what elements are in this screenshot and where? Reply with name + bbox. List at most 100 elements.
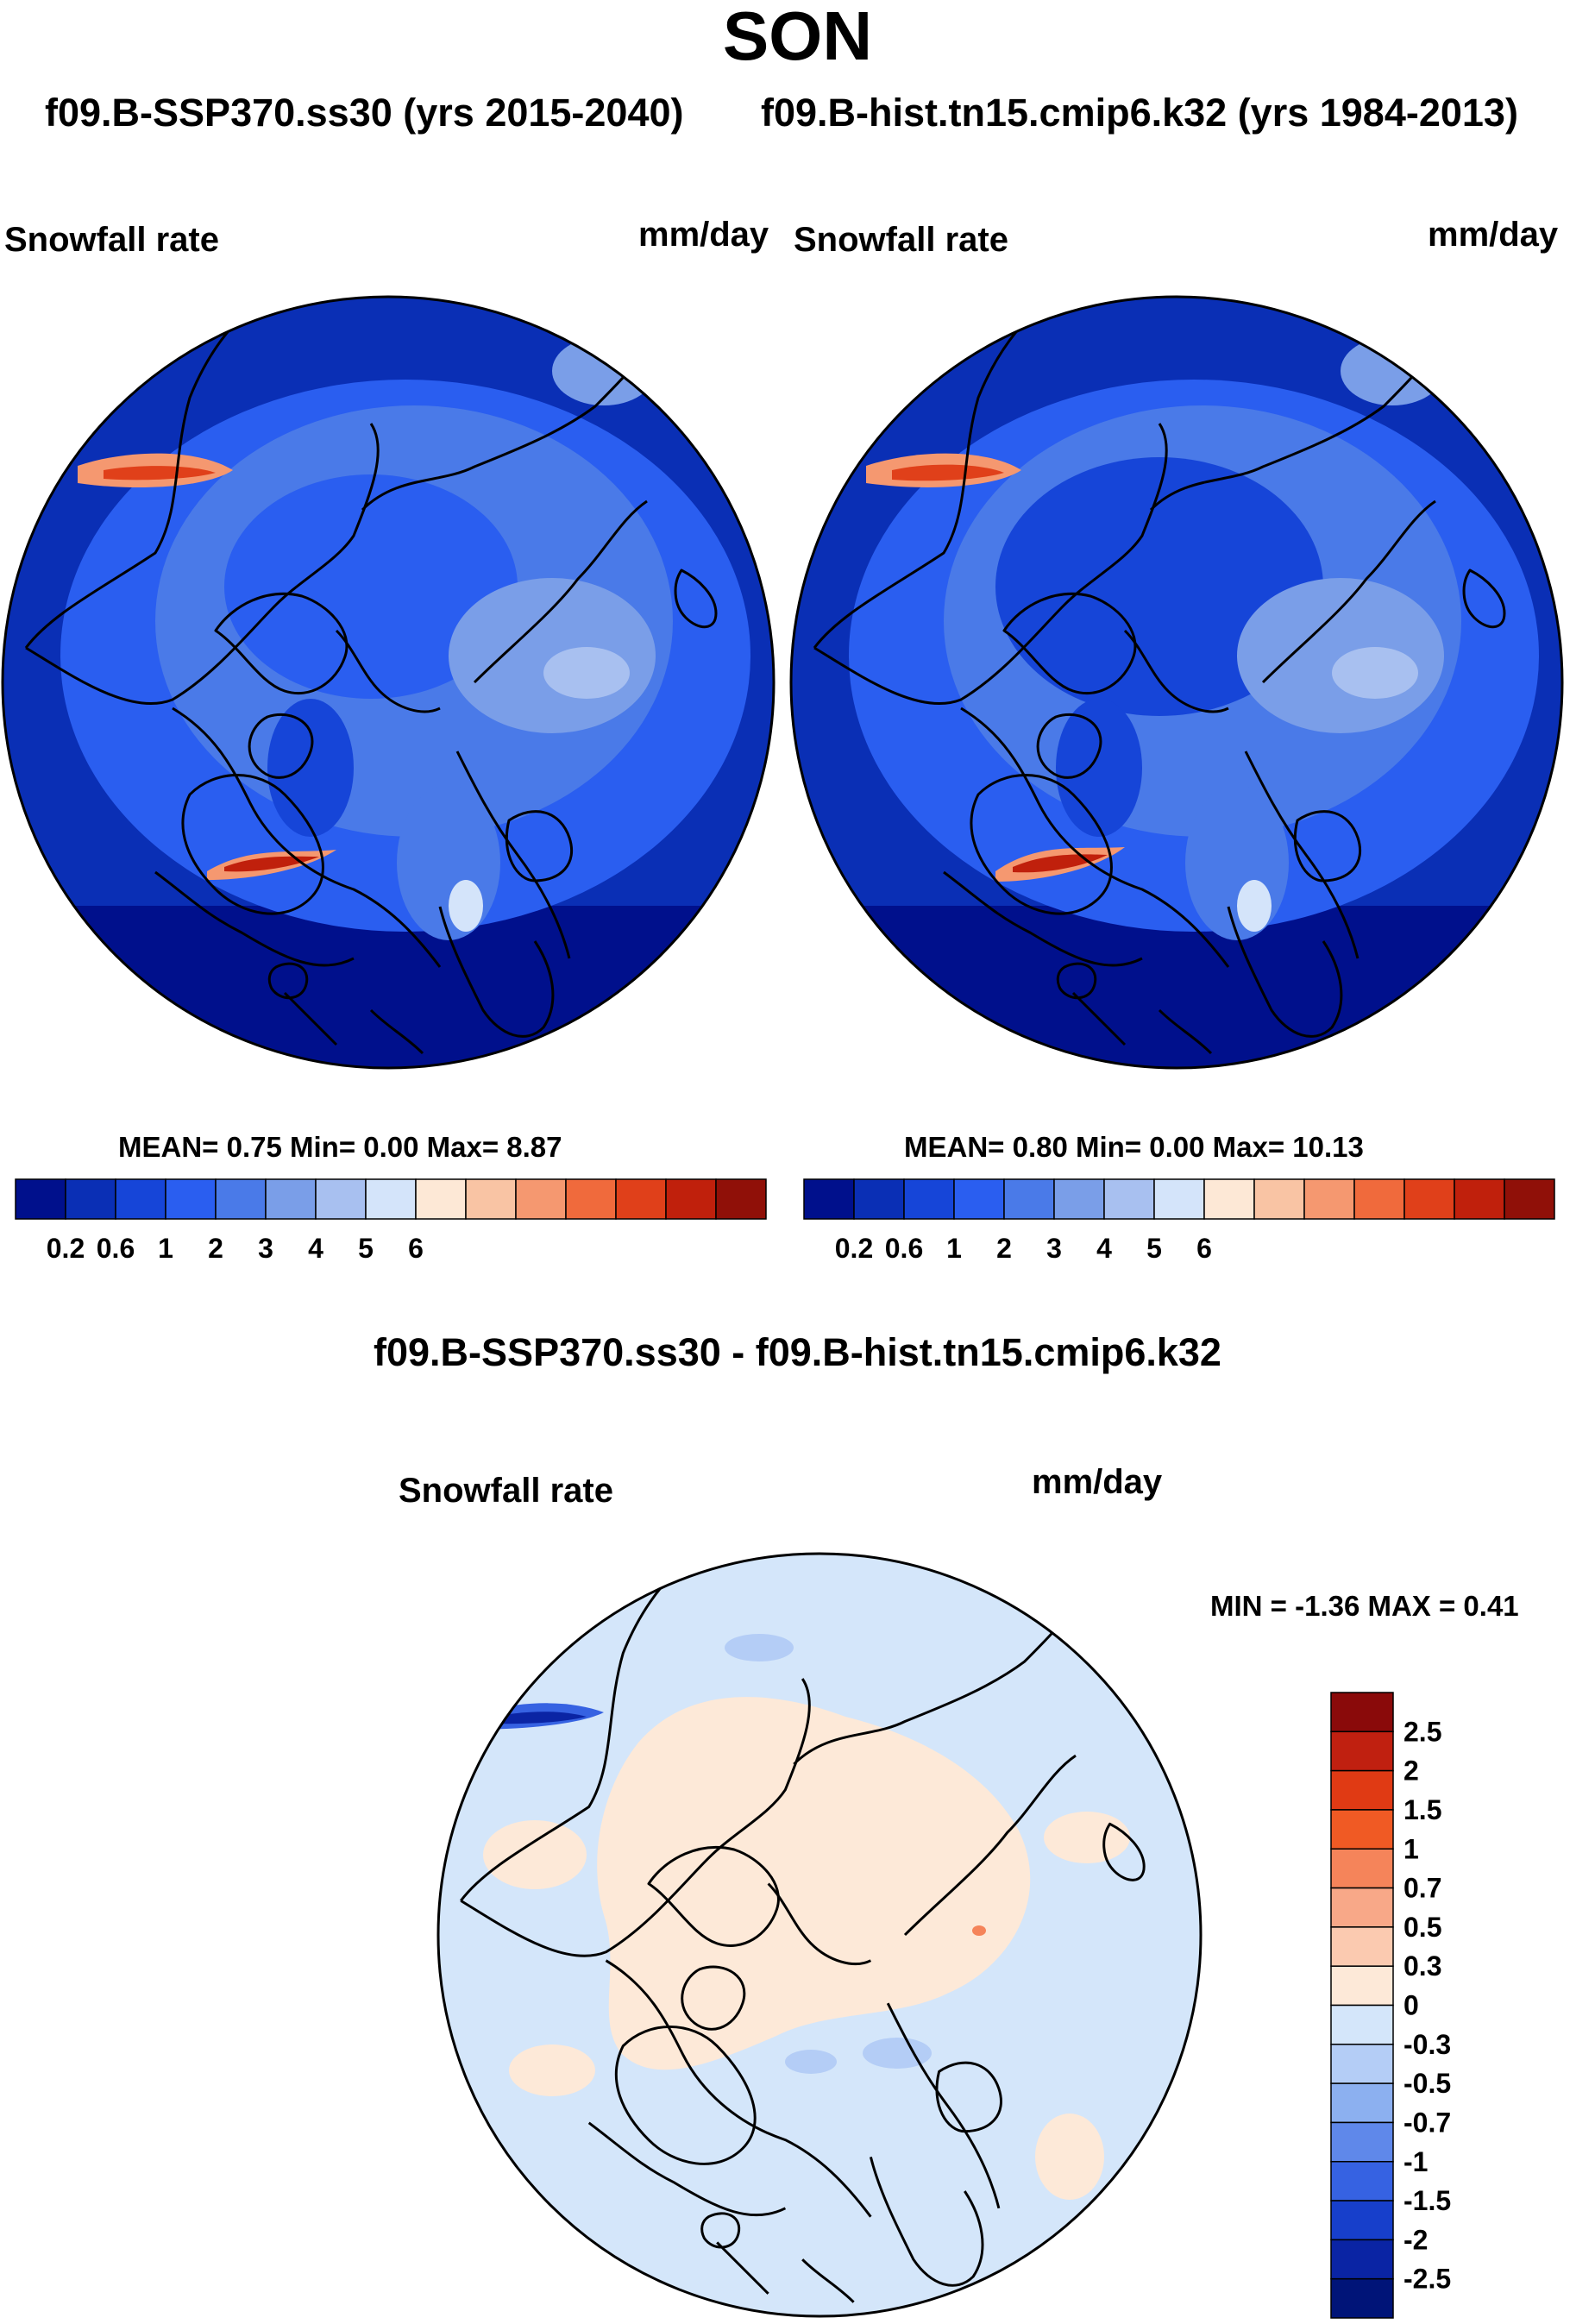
left-panel-map-border [1, 295, 776, 1070]
diff-colorbar-box [1330, 2082, 1394, 2124]
season-title: SON [722, 0, 873, 74]
left-colorbar-box [215, 1178, 267, 1220]
diff-colorbar-box [1330, 1692, 1394, 1733]
left-colorbar-box [265, 1178, 317, 1220]
right-colorbar-box [853, 1178, 905, 1220]
difference-title: f09.B-SSP370.ss30 - f09.B-hist.tn15.cmip… [374, 1330, 1221, 1374]
right-panel-map [791, 297, 1562, 1068]
diff-colorbar-box [1330, 1926, 1394, 1967]
right-colorbar-box [1504, 1178, 1555, 1220]
right-colorbar-label: 1 [946, 1233, 962, 1264]
right-colorbar-box [1353, 1178, 1405, 1220]
diff-colorbar-label: 1.5 [1403, 1794, 1441, 1825]
diff-colorbar-box [1330, 2161, 1394, 2202]
diff-colorbar-label: -2.5 [1403, 2264, 1451, 2295]
diff-colorbar-label: 0.7 [1403, 1873, 1441, 1904]
right-panel-variable: Snowfall rate [794, 221, 1008, 259]
left-colorbar-label: 0.2 [47, 1233, 85, 1264]
diff-colorbar: 2.5 2 1.5 1 0.7 0.5 0.3 0 -0.3 -0.5 -0.7 -1 -1.5 -2 -2… [1330, 1692, 1451, 2319]
diff-colorbar-box [1330, 1809, 1394, 1850]
left-colorbar: 0.2 0.6 1 2 3 4 5 6 [15, 1178, 767, 1264]
diff-colorbar-box [1330, 1887, 1394, 1928]
diff-colorbar-label: -0.3 [1403, 2029, 1451, 2060]
right-colorbar-box [1454, 1178, 1505, 1220]
left-panel-units: mm/day [638, 216, 769, 254]
right-colorbar-box [1053, 1178, 1105, 1220]
diff-colorbar-box [1330, 1848, 1394, 1889]
left-colorbar-box [365, 1178, 417, 1220]
right-panel-units: mm/day [1428, 216, 1559, 254]
diff-panel-variable: Snowfall rate [399, 1472, 613, 1510]
diff-colorbar-label: 2 [1403, 1756, 1419, 1787]
diff-panel-map [438, 1554, 1201, 2316]
diff-colorbar-box [1330, 2004, 1394, 2045]
right-colorbar-box [1303, 1178, 1355, 1220]
right-panel-map-border [789, 295, 1564, 1070]
diff-colorbar-label: 1 [1403, 1833, 1419, 1864]
right-colorbar: 0.2 0.6 1 2 3 4 5 6 [803, 1178, 1555, 1264]
left-panel-stats: MEAN= 0.75 Min= 0.00 Max= 8.87 [118, 1131, 562, 1163]
left-colorbar-box [715, 1178, 767, 1220]
diff-colorbar-label: -0.7 [1403, 2107, 1451, 2138]
diff-colorbar-box [1330, 2277, 1394, 2319]
diff-colorbar-box [1330, 1965, 1394, 2007]
left-colorbar-label: 0.6 [97, 1233, 135, 1264]
diff-colorbar-label: -2 [1403, 2224, 1428, 2255]
left-panel-variable: Snowfall rate [4, 221, 219, 259]
right-colorbar-label: 2 [996, 1233, 1012, 1264]
right-colorbar-label: 0.2 [835, 1233, 873, 1264]
left-colorbar-label: 5 [358, 1233, 374, 1264]
left-colorbar-label: 6 [408, 1233, 424, 1264]
diff-colorbar-label: 0 [1403, 1990, 1419, 2021]
diff-colorbar-box [1330, 2044, 1394, 2084]
right-colorbar-box [1403, 1178, 1455, 1220]
diff-colorbar-label: -1 [1403, 2146, 1428, 2177]
diff-colorbar-label: 0.3 [1403, 1950, 1441, 1982]
diff-colorbar-label: 2.5 [1403, 1716, 1441, 1747]
diff-colorbar-box [1330, 2121, 1394, 2163]
case-right-title: f09.B-hist.tn15.cmip6.k32 (yrs 1984-2013… [761, 91, 1518, 135]
left-colorbar-label: 3 [258, 1233, 273, 1264]
right-colorbar-box [953, 1178, 1005, 1220]
left-colorbar-box [515, 1178, 567, 1220]
diff-colorbar-label: -1.5 [1403, 2185, 1451, 2216]
diff-colorbar-box [1330, 2200, 1394, 2241]
right-colorbar-label: 4 [1096, 1233, 1112, 1264]
right-colorbar-box [1253, 1178, 1305, 1220]
right-colorbar-box [1153, 1178, 1205, 1220]
diff-colorbar-label: 0.5 [1403, 1912, 1441, 1943]
right-panel-stats: MEAN= 0.80 Min= 0.00 Max= 10.13 [904, 1131, 1364, 1163]
diff-panel-map-border [436, 1552, 1203, 2318]
left-colorbar-box [415, 1178, 467, 1220]
left-colorbar-label: 2 [208, 1233, 223, 1264]
diff-colorbar-label: -0.5 [1403, 2068, 1451, 2099]
right-colorbar-box [1103, 1178, 1155, 1220]
diff-colorbar-box [1330, 1730, 1394, 1772]
diff-panel-units: mm/day [1032, 1463, 1163, 1501]
right-colorbar-box [1003, 1178, 1055, 1220]
right-colorbar-label: 5 [1146, 1233, 1162, 1264]
left-panel-map [3, 297, 774, 1068]
right-colorbar-label: 6 [1196, 1233, 1212, 1264]
right-colorbar-box [1203, 1178, 1255, 1220]
left-colorbar-box [315, 1178, 367, 1220]
left-colorbar-label: 1 [158, 1233, 173, 1264]
diff-panel-minmax: MIN = -1.36 MAX = 0.41 [1210, 1590, 1519, 1622]
left-colorbar-box [65, 1178, 116, 1220]
left-colorbar-box [165, 1178, 217, 1220]
right-colorbar-box [903, 1178, 955, 1220]
left-colorbar-box [565, 1178, 617, 1220]
left-colorbar-label: 4 [308, 1233, 323, 1264]
left-colorbar-box [15, 1178, 66, 1220]
diff-colorbar-box [1330, 2239, 1394, 2280]
left-colorbar-box [115, 1178, 166, 1220]
case-left-title: f09.B-SSP370.ss30 (yrs 2015-2040) [45, 91, 684, 135]
left-colorbar-box [615, 1178, 667, 1220]
left-colorbar-box [465, 1178, 517, 1220]
right-colorbar-box [803, 1178, 855, 1220]
diff-colorbar-box [1330, 1769, 1394, 1811]
left-colorbar-box [665, 1178, 717, 1220]
right-colorbar-label: 3 [1046, 1233, 1062, 1264]
right-colorbar-label: 0.6 [885, 1233, 923, 1264]
